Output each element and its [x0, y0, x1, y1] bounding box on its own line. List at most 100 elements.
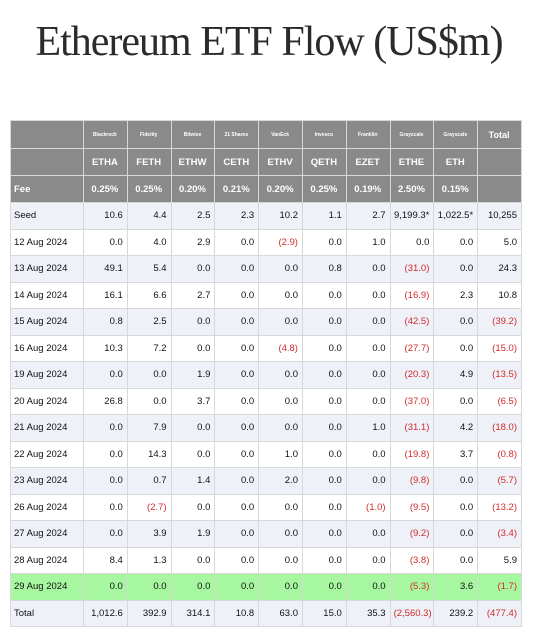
fee-cell: 2.50% — [389, 175, 435, 203]
fee-cell: 0.19% — [345, 175, 391, 203]
value-cell: 0.0 — [170, 493, 216, 521]
value-cell: 314.1 — [170, 599, 216, 627]
issuer-header-cell: Blackrock — [83, 120, 128, 149]
value-cell: (0.8) — [477, 440, 522, 468]
value-cell: 2.3 — [433, 281, 479, 309]
value-cell: 4.2 — [433, 414, 479, 442]
value-cell: 0.0 — [170, 255, 216, 283]
value-cell: 0.0 — [214, 228, 260, 256]
value-cell: (5.3) — [389, 573, 435, 601]
issuer-header-cell: Fidelity — [126, 120, 172, 149]
value-cell: 10,255 — [477, 202, 522, 230]
value-cell: 0.0 — [258, 520, 303, 548]
value-cell: 2.3 — [214, 202, 260, 230]
value-cell: 5.0 — [477, 228, 522, 256]
issuer-header-cell: Grayscale — [389, 120, 435, 149]
value-cell: 0.0 — [345, 281, 391, 309]
row-label-cell: Total — [10, 599, 84, 627]
value-cell: 0.0 — [345, 361, 391, 389]
value-cell: 0.0 — [301, 281, 347, 309]
ticker-header-cell: EZET — [345, 148, 391, 176]
value-cell: (19.8) — [389, 440, 435, 468]
value-cell: (9.8) — [389, 467, 435, 495]
value-cell: 0.0 — [345, 520, 391, 548]
value-cell: 15.0 — [301, 599, 347, 627]
value-cell: 10.8 — [477, 281, 522, 309]
row-label-cell: 27 Aug 2024 — [10, 520, 84, 548]
row-label-cell: 13 Aug 2024 — [10, 255, 84, 283]
value-cell: (2.7) — [126, 493, 172, 521]
issuer-header-cell: Franklin — [345, 120, 391, 149]
value-cell: 0.0 — [258, 387, 303, 415]
value-cell: 0.8 — [83, 308, 128, 336]
table-row: 12 Aug 2024 0.0 4.0 2.9 0.0 (2.9) 0.0 1.0 0.0 0.0… — [10, 228, 522, 256]
value-cell: 0.0 — [258, 281, 303, 309]
table-body: Blackrock Fidelity Bitwise 21 Shares VanEck I… — [10, 120, 522, 627]
value-cell: 1.0 — [258, 440, 303, 468]
value-cell: 0.0 — [301, 414, 347, 442]
table-row: 28 Aug 2024 8.4 1.3 0.0 0.0 0.0 0.0 0.0 (3.8) 0.0… — [10, 546, 522, 574]
table-row: 23 Aug 2024 0.0 0.7 1.4 0.0 2.0 0.0 0.0 (9.8) 0.0… — [10, 467, 522, 495]
value-cell: 1.3 — [126, 546, 172, 574]
header-corner-cell — [10, 120, 84, 149]
issuer-header-cell: Invesco — [301, 120, 347, 149]
fee-label-cell: Fee — [10, 175, 84, 203]
table-row: 22 Aug 2024 0.0 14.3 0.0 0.0 1.0 0.0 0.0 (19.8) 3… — [10, 440, 522, 468]
value-cell: 0.0 — [301, 334, 347, 362]
fee-cell: 0.25% — [126, 175, 172, 203]
value-cell: (3.4) — [477, 520, 522, 548]
ticker-header-cell: FETH — [126, 148, 172, 176]
table-row: 19 Aug 2024 0.0 0.0 1.9 0.0 0.0 0.0 0.0 (20.3) 4.… — [10, 361, 522, 389]
value-cell: 0.0 — [83, 493, 128, 521]
value-cell: 1.0 — [345, 228, 391, 256]
ticker-header-cell: ETHW — [170, 148, 216, 176]
value-cell: 1,022.5* — [433, 202, 479, 230]
value-cell: (20.3) — [389, 361, 435, 389]
value-cell: 0.0 — [83, 440, 128, 468]
value-cell: (2.9) — [258, 228, 303, 256]
page-title: Ethereum ETF Flow (US$m) — [35, 19, 503, 65]
value-cell: 0.0 — [214, 573, 260, 601]
value-cell: 0.0 — [126, 361, 172, 389]
value-cell: 3.9 — [126, 520, 172, 548]
value-cell: 0.0 — [433, 228, 479, 256]
value-cell: 8.4 — [83, 546, 128, 574]
value-cell: 0.0 — [345, 467, 391, 495]
issuer-header-cell: Grayscale — [433, 120, 479, 149]
value-cell: (31.0) — [389, 255, 435, 283]
value-cell: 2.5 — [170, 202, 216, 230]
value-cell: 2.0 — [258, 467, 303, 495]
value-cell: 0.0 — [214, 440, 260, 468]
row-label-cell: 12 Aug 2024 — [10, 228, 84, 256]
value-cell: 0.0 — [258, 573, 303, 601]
value-cell: 0.0 — [345, 334, 391, 362]
value-cell: 14.3 — [126, 440, 172, 468]
value-cell: 0.0 — [214, 414, 260, 442]
row-label-cell: 20 Aug 2024 — [10, 387, 84, 415]
value-cell: 1.4 — [170, 467, 216, 495]
value-cell: 0.0 — [345, 387, 391, 415]
value-cell: 0.0 — [214, 387, 260, 415]
value-cell: (5.7) — [477, 467, 522, 495]
fee-cell: 0.25% — [83, 175, 128, 203]
value-cell: (3.8) — [389, 546, 435, 574]
value-cell: 0.0 — [433, 387, 479, 415]
value-cell: 0.0 — [433, 467, 479, 495]
table-row: 21 Aug 2024 0.0 7.9 0.0 0.0 0.0 0.0 1.0 (31.1) 4.… — [10, 414, 522, 442]
row-label-cell: 28 Aug 2024 — [10, 546, 84, 574]
value-cell: 0.0 — [433, 546, 479, 574]
fee-cell: 0.15% — [433, 175, 479, 203]
value-cell: (39.2) — [477, 308, 522, 336]
value-cell: 0.0 — [301, 361, 347, 389]
value-cell: 5.4 — [126, 255, 172, 283]
value-cell: 7.2 — [126, 334, 172, 362]
value-cell: 0.0 — [433, 308, 479, 336]
row-label-cell: 21 Aug 2024 — [10, 414, 84, 442]
value-cell: 0.7 — [126, 467, 172, 495]
value-cell: 0.0 — [258, 546, 303, 574]
issuer-header-cell: Bitwise — [170, 120, 216, 149]
value-cell: 0.0 — [389, 228, 435, 256]
value-cell: 4.4 — [126, 202, 172, 230]
value-cell: 2.7 — [170, 281, 216, 309]
value-cell: 0.0 — [301, 228, 347, 256]
